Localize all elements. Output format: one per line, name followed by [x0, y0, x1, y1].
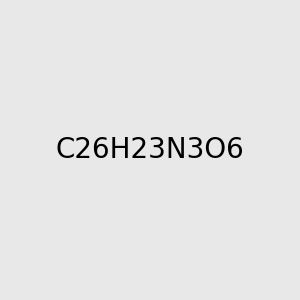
Text: C26H23N3O6: C26H23N3O6: [56, 136, 244, 164]
